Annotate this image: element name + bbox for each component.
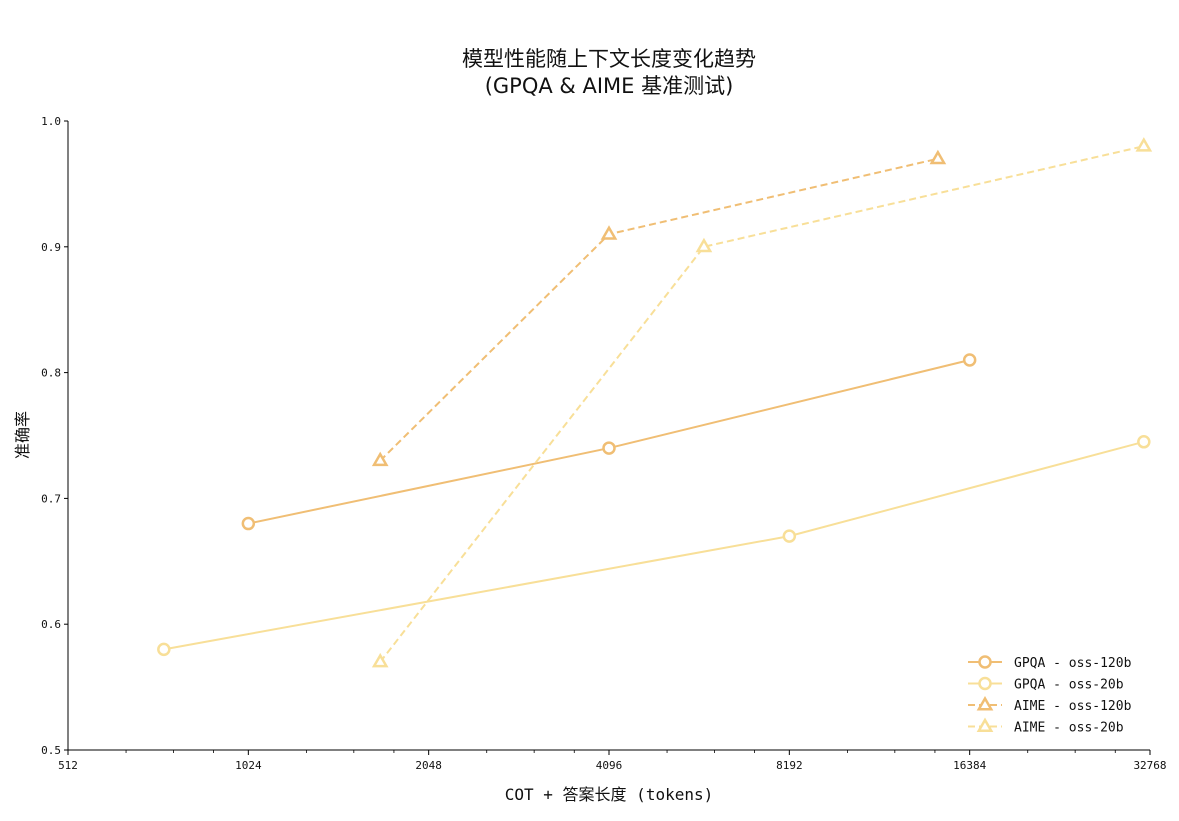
legend-marker bbox=[978, 676, 992, 691]
data-point bbox=[695, 237, 713, 253]
data-point bbox=[1135, 137, 1153, 152]
series-line bbox=[163, 440, 1145, 651]
legend-label: GPQA - oss-120b bbox=[1014, 656, 1132, 671]
legend-marker bbox=[976, 717, 994, 732]
legend-label: AIME - oss-120b bbox=[1014, 699, 1132, 714]
series-line bbox=[379, 157, 939, 462]
data-point bbox=[371, 451, 389, 467]
x-tick-label: 2048 bbox=[415, 759, 442, 772]
x-tick-label: 32768 bbox=[1133, 759, 1166, 772]
legend-item-3: AIME - oss-20b bbox=[968, 717, 1124, 736]
series-3 bbox=[371, 137, 1153, 668]
legend-label: GPQA - oss-20b bbox=[1014, 678, 1124, 693]
chart-title: 模型性能随上下文长度变化趋势 bbox=[462, 47, 756, 71]
legend-marker bbox=[978, 655, 992, 669]
y-tick-label: 0.9 bbox=[41, 241, 61, 254]
y-tick-label: 0.6 bbox=[41, 618, 61, 631]
chart-subtitle: (GPQA & AIME 基准测试) bbox=[485, 74, 734, 98]
y-tick-label: 0.8 bbox=[41, 367, 61, 380]
legend-item-1: GPQA - oss-20b bbox=[968, 676, 1124, 693]
series-line bbox=[379, 145, 1145, 663]
y-tick-label: 0.7 bbox=[41, 492, 61, 505]
x-tick-label: 4096 bbox=[596, 759, 623, 772]
x-tick-label: 16384 bbox=[953, 759, 986, 772]
data-point bbox=[600, 225, 618, 240]
data-point bbox=[962, 353, 977, 367]
data-point bbox=[241, 516, 256, 531]
series-1 bbox=[157, 435, 1151, 657]
data-point bbox=[157, 642, 171, 657]
data-point bbox=[371, 652, 389, 668]
legend-item-0: GPQA - oss-120b bbox=[968, 655, 1132, 671]
axes: 0.5 0.6 0.7 0.8 0.9 1.0 512 1024 2048 4096 8192 163… bbox=[41, 115, 1166, 772]
data-point bbox=[929, 149, 947, 165]
legend-label: AIME - oss-20b bbox=[1014, 721, 1124, 736]
series-layer bbox=[157, 137, 1153, 668]
y-tick-label: 1.0 bbox=[41, 115, 61, 128]
x-axis-label: COT + 答案长度 (tokens) bbox=[505, 785, 714, 804]
data-point bbox=[1137, 435, 1151, 449]
y-tick-label: 0.5 bbox=[41, 744, 61, 757]
x-tick-label: 1024 bbox=[235, 759, 262, 772]
y-axis-label: 准确率 bbox=[13, 411, 32, 459]
x-tick-label: 8192 bbox=[776, 759, 803, 772]
x-tick-label: 512 bbox=[58, 759, 78, 772]
series-2 bbox=[371, 149, 947, 467]
legend-marker bbox=[976, 695, 994, 711]
legend: GPQA - oss-120b GPQA - oss-20b AIME - oss-… bbox=[968, 655, 1132, 736]
legend-item-2: AIME - oss-120b bbox=[968, 695, 1132, 714]
data-point bbox=[602, 441, 616, 455]
series-0 bbox=[241, 353, 977, 531]
data-point bbox=[782, 529, 797, 543]
